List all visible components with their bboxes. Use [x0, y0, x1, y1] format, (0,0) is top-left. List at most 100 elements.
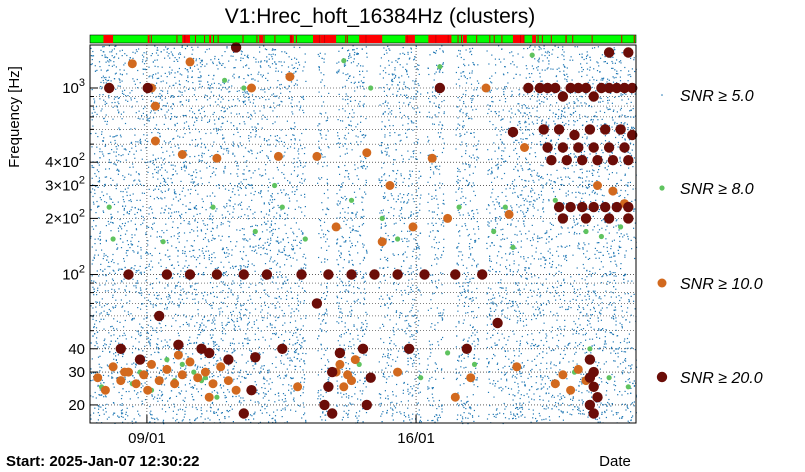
- snr5-point: [542, 309, 544, 311]
- snr5-point: [498, 203, 500, 205]
- snr5-point: [562, 64, 565, 66]
- snr5-point: [157, 178, 159, 180]
- snr5-point: [418, 170, 420, 172]
- snr5-point: [207, 121, 209, 123]
- snr5-point: [226, 351, 228, 353]
- snr5-point: [624, 293, 626, 295]
- snr5-point: [112, 269, 114, 271]
- snr5-point: [559, 353, 562, 355]
- snr5-point: [217, 348, 219, 350]
- snr5-point: [603, 61, 605, 63]
- snr5-point: [119, 404, 121, 406]
- snr5-point: [525, 77, 527, 79]
- snr5-point: [160, 327, 162, 329]
- snr5-point: [523, 94, 525, 96]
- snr5-point: [617, 348, 619, 350]
- snr5-point: [194, 298, 196, 300]
- snr5-point: [397, 195, 399, 197]
- snr5-point: [458, 299, 461, 301]
- snr5-point: [197, 273, 199, 276]
- snr5-point: [125, 159, 127, 161]
- snr5-point: [542, 329, 544, 331]
- snr5-point: [292, 186, 294, 188]
- snr5-point: [194, 364, 197, 366]
- snr5-point: [472, 172, 474, 174]
- snr5-point: [172, 96, 174, 98]
- snr5-point: [178, 53, 180, 55]
- snr5-point: [542, 284, 544, 286]
- snr5-point: [393, 283, 395, 285]
- snr5-point: [263, 216, 265, 218]
- snr5-point: [116, 362, 118, 364]
- snr5-point: [346, 79, 348, 81]
- snr5-point: [492, 301, 494, 303]
- snr5-point: [111, 149, 113, 151]
- snr5-point: [415, 239, 417, 241]
- snr5-point: [542, 399, 544, 401]
- snr5-point: [110, 221, 112, 223]
- snr5-point: [240, 381, 242, 383]
- snr5-point: [137, 307, 139, 309]
- snr5-point: [101, 86, 103, 88]
- snr5-point: [92, 396, 94, 398]
- snr5-point: [620, 62, 622, 64]
- snr5-point: [351, 371, 353, 373]
- snr5-point: [118, 127, 120, 129]
- snr5-point: [612, 333, 614, 335]
- snr5-point: [506, 208, 508, 210]
- snr5-point: [217, 266, 219, 269]
- snr5-point: [512, 330, 514, 332]
- snr5-point: [234, 266, 236, 268]
- snr5-point: [290, 227, 292, 229]
- snr5-point: [106, 403, 108, 405]
- snr5-point: [292, 231, 294, 233]
- snr5-point: [116, 159, 118, 161]
- snr5-point: [410, 234, 412, 236]
- snr5-point: [163, 180, 165, 183]
- snr5-point: [608, 212, 610, 214]
- snr5-point: [601, 411, 603, 413]
- snr5-point: [266, 140, 268, 142]
- snr5-point: [152, 306, 154, 308]
- snr5-point: [238, 311, 241, 313]
- snr5-point: [342, 197, 344, 199]
- snr5-point: [400, 94, 402, 96]
- snr5-point: [157, 72, 159, 74]
- snr5-point: [262, 319, 264, 321]
- snr5-point: [545, 393, 547, 395]
- snr5-point: [117, 247, 119, 249]
- snr5-point: [348, 55, 350, 58]
- snr5-point: [140, 255, 142, 257]
- snr5-point: [203, 223, 205, 225]
- snr5-point: [476, 362, 478, 365]
- snr5-point: [254, 362, 256, 364]
- snr5-point: [477, 226, 479, 228]
- snr5-point: [532, 49, 534, 51]
- snr5-point: [144, 106, 146, 108]
- snr5-point: [531, 95, 533, 97]
- snr5-point: [578, 242, 580, 244]
- snr5-point: [140, 249, 142, 251]
- snr5-point: [304, 165, 306, 167]
- snr5-point: [595, 257, 597, 259]
- snr5-point: [579, 184, 581, 186]
- snr5-point: [233, 368, 235, 370]
- snr5-point: [431, 246, 433, 248]
- snr5-point: [145, 52, 147, 54]
- snr5-point: [191, 46, 193, 48]
- snr5-point: [534, 343, 537, 346]
- snr5-point: [327, 381, 329, 383]
- snr5-point: [110, 213, 112, 215]
- snr5-point: [491, 172, 493, 174]
- snr5-point: [604, 403, 606, 406]
- snr5-point: [463, 383, 465, 385]
- snr5-point: [198, 131, 200, 133]
- snr5-point: [98, 171, 100, 173]
- snr5-point: [553, 120, 555, 122]
- snr5-point: [185, 277, 187, 279]
- snr5-point: [600, 97, 602, 100]
- snr5-point: [233, 350, 235, 352]
- snr5-point: [247, 360, 249, 362]
- snr5-point: [613, 130, 616, 132]
- snr5-point: [223, 391, 225, 394]
